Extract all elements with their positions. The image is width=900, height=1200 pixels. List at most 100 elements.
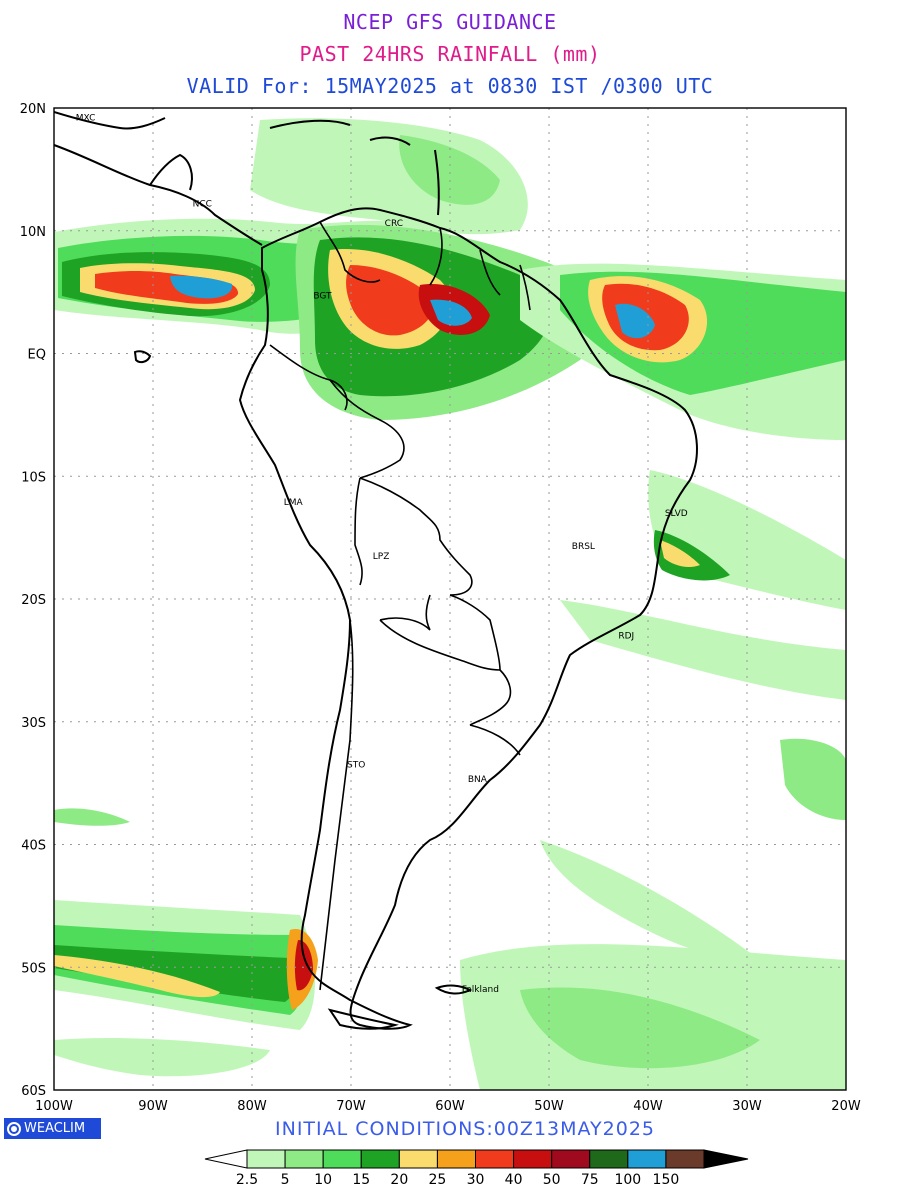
lat-tick-label: 20S [21,593,46,608]
lat-tick-label: 10S [21,470,46,485]
city-label: NCC [193,200,212,210]
lon-tick-label: 30W [732,1099,762,1114]
legend-level-label: 50 [543,1172,561,1188]
border-argentina-brazil [469,669,512,726]
lat-tick-label: EQ [28,348,46,363]
legend-swatch [627,1149,667,1169]
city-label: BGT [313,292,332,302]
city-label: CRC [385,219,403,229]
rain-core-colombia-red [346,265,434,336]
coastlines [54,111,698,1030]
city-label: SLVD [665,509,688,519]
border-argentina-chile [319,619,354,991]
initial-conditions: INITIAL CONDITIONS:00Z13MAY2025 [275,1118,656,1140]
lat-tick-label: 50S [21,961,46,976]
tierra-del-fuego-coastline [327,1008,399,1030]
legend-swatch [360,1149,400,1169]
lon-tick-label: 100W [35,1099,73,1114]
lat-tick-label: 40S [21,839,46,854]
lon-tick-label: 40W [633,1099,663,1114]
city-label: LMA [284,498,304,508]
border-venezuela-guyana [429,227,443,286]
legend-swatch [246,1149,286,1169]
cuba-coastline [269,119,351,129]
lon-tick-label: 70W [336,1099,366,1114]
lon-tick-label: 90W [138,1099,168,1114]
galapagos-coastline [133,350,152,364]
falkland-coastline [434,984,473,995]
rain-core-atlantic-max [615,303,655,339]
lat-tick-label: 30S [21,716,46,731]
border-paraguay-brazil [449,594,501,671]
border-bolivia-paraguay [379,594,431,631]
legend-level-label: 75 [581,1172,599,1188]
rain-band-caribbean-2 [399,135,500,205]
rain-band-mid-atlantic [560,600,846,700]
rain-core-chile-coast-red [294,940,313,991]
lat-tick-label: 20N [20,102,46,117]
rain-band-south-atlantic-3 [540,840,760,961]
border-colombia-peru [269,344,348,411]
lat-tick-label: 60S [21,1084,46,1099]
lesser-antilles [434,149,440,216]
legend-under-arrow [204,1149,248,1169]
yucatan-coastline [149,153,193,191]
weaclim-logo: WEACLIM [4,1118,101,1139]
lon-tick-label: 80W [237,1099,267,1114]
legend-level-label: 100 [614,1172,641,1188]
central-america-coastline [54,144,263,246]
weaclim-icon [7,1121,21,1136]
border-brazil-west [329,379,405,479]
plot-frame [53,107,847,1091]
legend-level-label: 15 [352,1172,370,1188]
rain-band-east-atlantic [780,738,846,820]
city-label: MXC [76,114,96,124]
chart-subtitle: PAST 24HRS RAINFALL (mm) [299,42,601,66]
rain-band-south-atlantic-2 [520,987,760,1069]
chart-title: NCEP GFS GUIDANCE [343,10,557,34]
legend-level-label: 2.5 [236,1172,258,1188]
rain-core-ne-brazil [653,530,730,581]
rainfall-legend: 2.5 5 10 15 20 25 30 40 50 75 100 150 [204,1149,749,1188]
rain-core-southern-pacific [54,955,220,998]
legend-swatch [436,1149,476,1169]
city-label: LPZ [373,552,390,562]
south-america-coastline [238,207,698,1030]
border-peru-bolivia [354,477,363,586]
legend-swatch [398,1149,438,1169]
border-colombia-venezuela [319,221,381,283]
legend-swatch [284,1149,324,1169]
lon-tick-label: 20W [831,1099,861,1114]
legend-swatch [589,1149,629,1169]
weaclim-brand-text: WEACLIM [24,1121,86,1136]
legend-swatch [551,1149,591,1169]
legend-level-label: 20 [390,1172,408,1188]
lon-tick-label: 60W [435,1099,465,1114]
rain-band-caribbean [250,118,528,235]
legend-level-label: 5 [281,1172,290,1188]
legend-level-label: 30 [467,1172,485,1188]
rain-band-west-small [54,808,130,826]
border-guianas [479,249,531,311]
border-bolivia-brazil [359,477,473,596]
city-label: RDJ [618,632,634,642]
city-label: BRSL [572,542,595,552]
valid-time: VALID For: 15MAY2025 at 0830 IST /0300 U… [186,74,714,98]
hispaniola-coastline [369,136,411,146]
city-label: STO [347,760,365,770]
legend-over-arrow [703,1149,749,1169]
legend-swatch [475,1149,515,1169]
legend-level-label: 150 [653,1172,680,1188]
city-label: BNA [468,775,488,785]
mexico-coastline [54,111,166,130]
rain-core-venezuela-max [430,299,472,326]
legend-swatch [665,1149,705,1169]
legend-level-label: 40 [505,1172,523,1188]
city-labels: MXC NCC CRC BGT LMA LPZ BRSL SLVD RDJ STO BNA Falkl… [76,114,688,996]
rain-core-ne-brazil-2 [660,540,700,568]
legend-swatch [322,1149,362,1169]
legend-level-label: 25 [429,1172,447,1188]
rain-band-southern-pacific-3 [54,945,296,1002]
